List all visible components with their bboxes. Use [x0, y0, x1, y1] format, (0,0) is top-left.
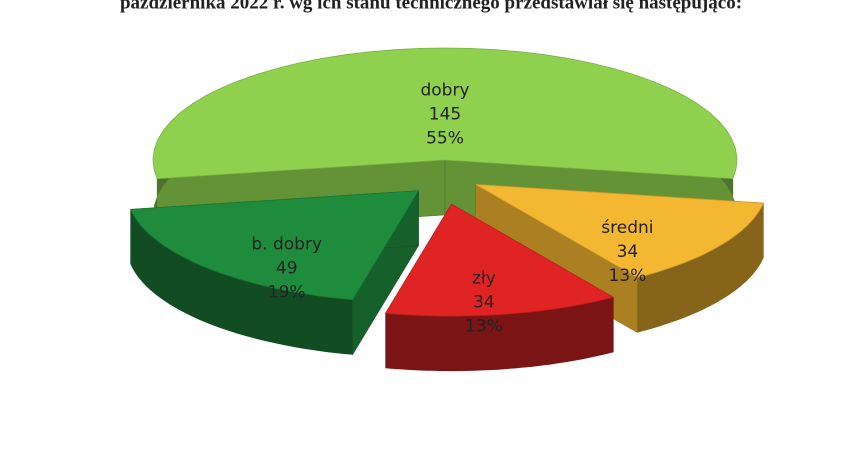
value-label: 34: [473, 292, 495, 312]
value-label: 34: [617, 242, 639, 262]
slice: [475, 183, 765, 279]
value-label: 55%: [426, 129, 464, 149]
value-label: 19%: [268, 282, 306, 302]
slice-label: zły: [472, 268, 496, 288]
value-label: 49: [276, 258, 298, 278]
slice: [384, 203, 615, 317]
value-label: 13%: [465, 316, 503, 336]
value-label: 13%: [609, 266, 647, 286]
slice: [152, 47, 738, 180]
slice-wall: [385, 297, 614, 372]
pie: [129, 47, 765, 372]
value-label: 145: [429, 105, 461, 125]
slice-wall: [637, 203, 764, 333]
slice-label: dobry: [420, 81, 469, 101]
caption: października 2022 r. wg ich stanu techni…: [120, 0, 742, 13]
slice: [129, 190, 420, 301]
slice-label: średni: [601, 218, 653, 238]
slice-wall: [130, 209, 353, 355]
slice-label: b. dobry: [251, 234, 322, 254]
